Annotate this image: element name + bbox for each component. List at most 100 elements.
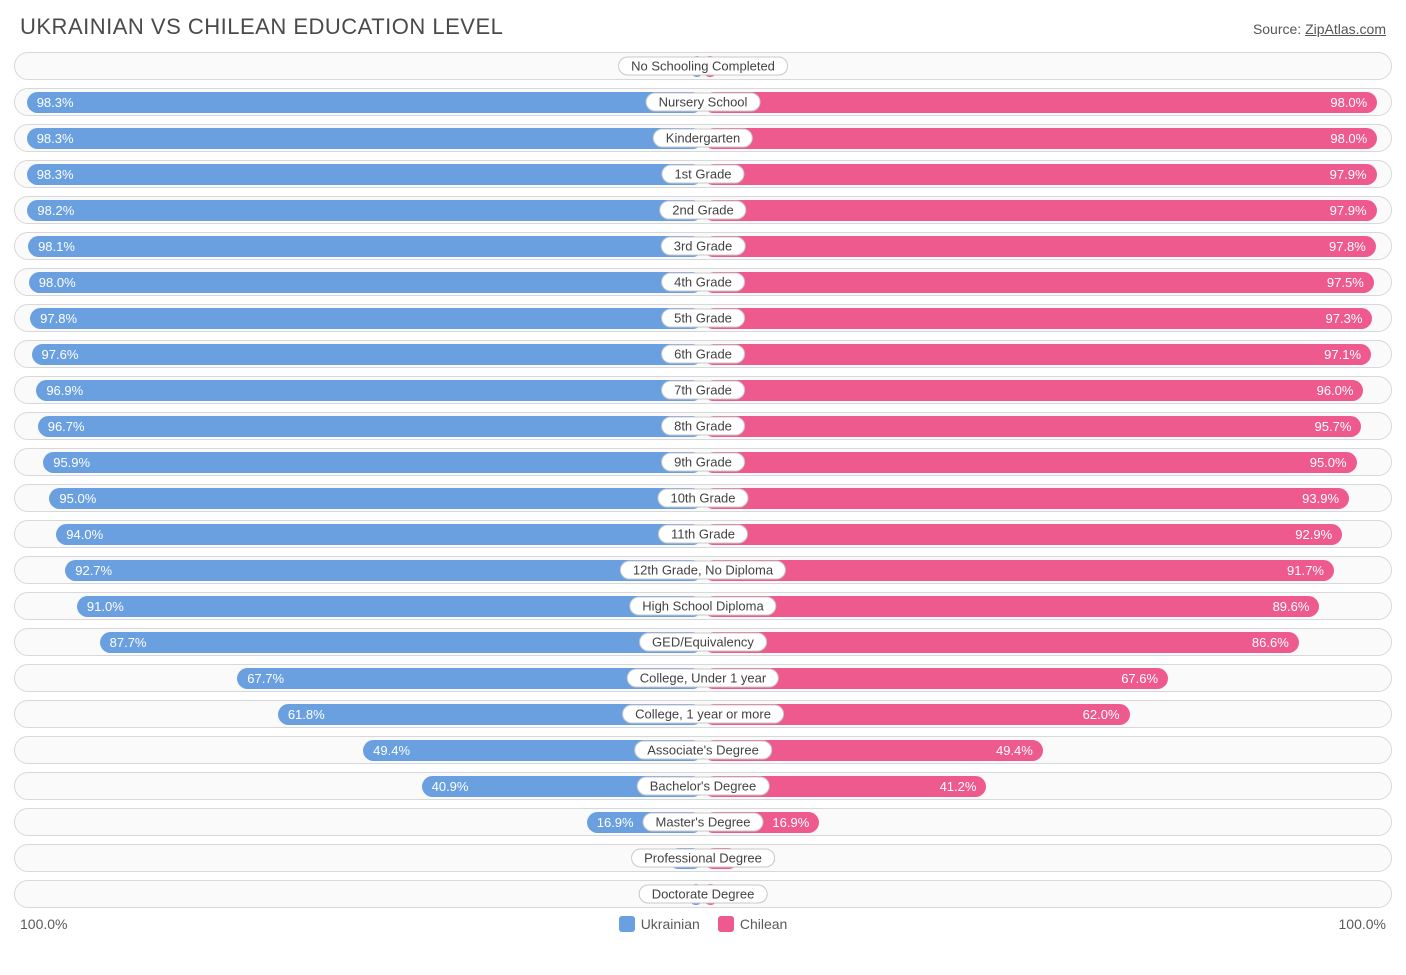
source-attribution: Source: ZipAtlas.com [1253, 21, 1386, 37]
value-chilean: 97.3% [1316, 308, 1373, 329]
chart-row: 87.7%86.6%GED/Equivalency [14, 628, 1392, 656]
value-ukrainian: 91.0% [77, 596, 134, 617]
value-ukrainian: 67.7% [237, 668, 294, 689]
chart-row: 40.9%41.2%Bachelor's Degree [14, 772, 1392, 800]
bar-chilean: 97.9% [703, 200, 1377, 221]
value-chilean: 97.9% [1320, 200, 1377, 221]
chart-row: 96.9%96.0%7th Grade [14, 376, 1392, 404]
legend-swatch-ukrainian [619, 916, 635, 932]
chart-header: UKRAINIAN VS CHILEAN EDUCATION LEVEL Sou… [14, 14, 1392, 40]
value-chilean: 95.7% [1305, 416, 1362, 437]
category-label: 9th Grade [661, 453, 745, 472]
value-ukrainian: 98.2% [27, 200, 84, 221]
chart-row: 97.6%97.1%6th Grade [14, 340, 1392, 368]
value-chilean: 86.6% [1242, 632, 1299, 653]
category-label: No Schooling Completed [618, 57, 788, 76]
chart-footer: 100.0% Ukrainian Chilean 100.0% [14, 916, 1392, 932]
value-chilean: 49.4% [986, 740, 1043, 761]
bar-chilean: 95.0% [703, 452, 1357, 473]
bar-chilean: 97.8% [703, 236, 1376, 257]
category-label: Nursery School [646, 93, 761, 112]
source-prefix: Source: [1253, 21, 1305, 37]
bar-chilean: 97.3% [703, 308, 1372, 329]
value-ukrainian: 97.6% [32, 344, 89, 365]
legend-item-chilean: Chilean [718, 916, 787, 932]
bar-ukrainian: 98.3% [27, 164, 703, 185]
chart-row: 61.8%62.0%College, 1 year or more [14, 700, 1392, 728]
value-ukrainian: 98.3% [27, 92, 84, 113]
bar-chilean: 97.9% [703, 164, 1377, 185]
chart-row: 98.0%97.5%4th Grade [14, 268, 1392, 296]
category-label: High School Diploma [629, 597, 776, 616]
bar-ukrainian: 97.8% [30, 308, 703, 329]
chart-row: 95.0% 93.9% 10th Grade [14, 484, 1392, 512]
value-ukrainian: 92.7% [65, 560, 122, 581]
bar-chilean: 91.7% [703, 560, 1334, 581]
chart-row: 2.1%2.2%Doctorate Degree [14, 880, 1392, 908]
chart-row: 95.9% 95.0%9th Grade [14, 448, 1392, 476]
bar-chilean: 95.7% [703, 416, 1361, 437]
bar-chilean: 96.0% [703, 380, 1363, 401]
bar-chilean: 97.5% [703, 272, 1374, 293]
value-ukrainian: 49.4% [363, 740, 420, 761]
value-chilean: 97.1% [1314, 344, 1371, 365]
value-ukrainian: 16.9% [587, 812, 644, 833]
value-chilean: 96.0% [1307, 380, 1364, 401]
chart-row: 98.2%97.9%2nd Grade [14, 196, 1392, 224]
bar-ukrainian: 98.3% [27, 92, 703, 113]
category-label: College, 1 year or more [622, 705, 784, 724]
value-chilean: 97.8% [1319, 236, 1376, 257]
education-diverging-chart: 1.8%2.0%No Schooling Completed 98.3% 98.0%… [14, 52, 1392, 908]
bar-ukrainian: 98.0% [29, 272, 703, 293]
value-chilean: 16.9% [762, 812, 819, 833]
legend-label-chilean: Chilean [740, 916, 787, 932]
source-link[interactable]: ZipAtlas.com [1305, 21, 1386, 37]
chart-row: 98.3% 97.9% 1st Grade [14, 160, 1392, 188]
chart-row: 92.7% 91.7% 12th Grade, No Diploma [14, 556, 1392, 584]
value-ukrainian: 96.7% [38, 416, 95, 437]
chart-title: UKRAINIAN VS CHILEAN EDUCATION LEVEL [20, 14, 503, 40]
chart-row: 91.0% 89.6% High School Diploma [14, 592, 1392, 620]
category-label: Master's Degree [643, 813, 764, 832]
bar-ukrainian: 87.7% [100, 632, 703, 653]
legend-item-ukrainian: Ukrainian [619, 916, 700, 932]
chart-row: 67.7%67.6%College, Under 1 year [14, 664, 1392, 692]
value-ukrainian: 95.9% [43, 452, 100, 473]
category-label: 4th Grade [661, 273, 745, 292]
value-ukrainian: 98.3% [27, 164, 84, 185]
value-chilean: 62.0% [1073, 704, 1130, 725]
bar-ukrainian: 95.0% [49, 488, 703, 509]
legend-label-ukrainian: Ukrainian [641, 916, 700, 932]
bar-chilean: 92.9% [703, 524, 1342, 545]
bar-chilean: 93.9% [703, 488, 1349, 509]
category-label: 3rd Grade [661, 237, 746, 256]
bar-ukrainian: 96.9% [36, 380, 703, 401]
value-chilean: 41.2% [930, 776, 987, 797]
value-chilean: 93.9% [1292, 488, 1349, 509]
category-label: 5th Grade [661, 309, 745, 328]
value-chilean: 98.0% [1320, 92, 1377, 113]
category-label: 12th Grade, No Diploma [620, 561, 786, 580]
category-label: 1st Grade [661, 165, 744, 184]
value-ukrainian: 40.9% [422, 776, 479, 797]
value-chilean: 97.9% [1320, 164, 1377, 185]
value-chilean: 89.6% [1263, 596, 1320, 617]
chart-row: 98.3% 98.0% Nursery School [14, 88, 1392, 116]
axis-max-left: 100.0% [20, 916, 67, 932]
chart-row: 49.4% 49.4% Associate's Degree [14, 736, 1392, 764]
value-ukrainian: 94.0% [56, 524, 113, 545]
chart-row: 94.0%92.9%11th Grade [14, 520, 1392, 548]
bar-ukrainian: 98.2% [27, 200, 703, 221]
bar-chilean: 86.6% [703, 632, 1299, 653]
chart-row: 1.8%2.0%No Schooling Completed [14, 52, 1392, 80]
category-label: College, Under 1 year [627, 669, 779, 688]
category-label: Doctorate Degree [639, 885, 768, 904]
chart-row: 97.8% 97.3% 5th Grade [14, 304, 1392, 332]
value-ukrainian: 95.0% [49, 488, 106, 509]
category-label: 10th Grade [657, 489, 748, 508]
value-chilean: 91.7% [1277, 560, 1334, 581]
category-label: Associate's Degree [634, 741, 772, 760]
legend-swatch-chilean [718, 916, 734, 932]
category-label: 8th Grade [661, 417, 745, 436]
value-chilean: 92.9% [1285, 524, 1342, 545]
